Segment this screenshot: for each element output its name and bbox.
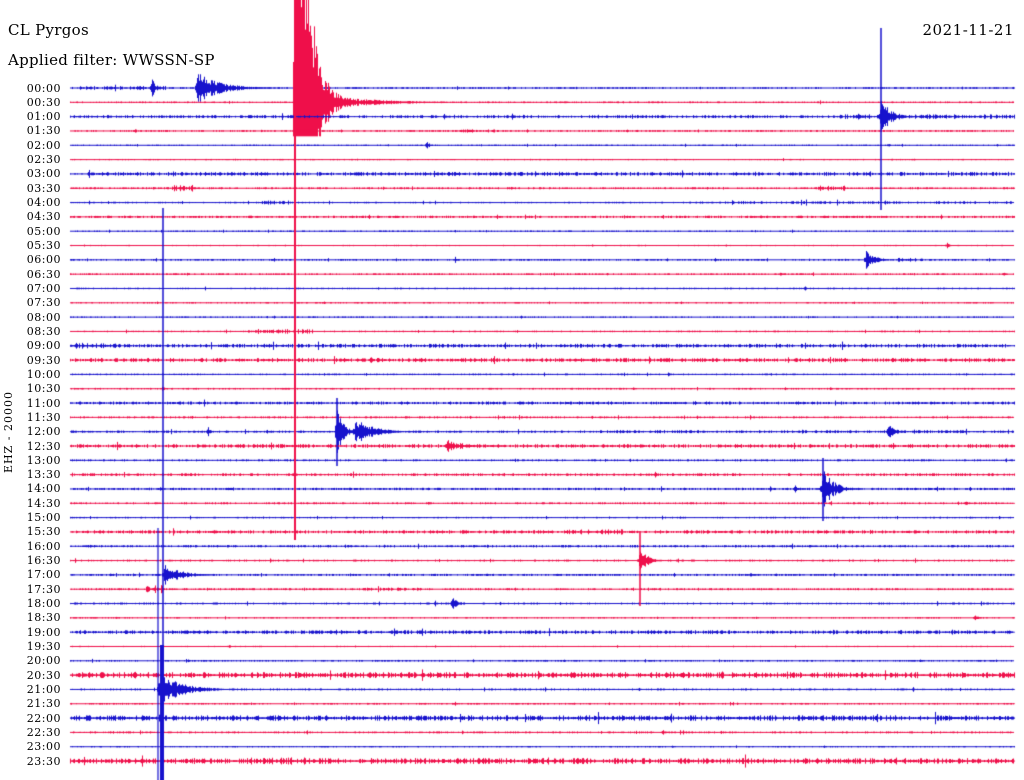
- time-label: 10:30: [26, 382, 61, 396]
- time-label: 07:00: [26, 281, 61, 295]
- time-label: 13:30: [26, 468, 61, 482]
- time-label: 11:30: [26, 410, 61, 424]
- time-label: 14:00: [26, 482, 61, 496]
- time-label: 14:30: [26, 496, 61, 510]
- time-label: 08:00: [26, 310, 61, 324]
- time-label: 01:30: [26, 124, 61, 138]
- time-label: 09:00: [26, 339, 61, 353]
- time-label: 21:30: [26, 697, 61, 711]
- time-label: 03:30: [26, 181, 61, 195]
- time-label: 15:00: [26, 511, 61, 525]
- station-title: CL Pyrgos: [8, 21, 89, 39]
- time-label: 02:00: [26, 138, 61, 152]
- time-label: 00:30: [26, 95, 61, 109]
- time-labels: 00:00 00:30 01:00 01:30 02:00 02:30 03:00 03:30…: [0, 0, 61, 780]
- time-label: 07:30: [26, 296, 61, 310]
- time-label: 16:30: [26, 554, 61, 568]
- filter-label: Applied filter: WWSSN-SP: [8, 51, 215, 69]
- time-label: 05:30: [26, 239, 61, 253]
- time-label: 22:30: [26, 725, 61, 739]
- time-label: 21:00: [26, 682, 61, 696]
- time-label: 10:00: [26, 367, 61, 381]
- time-label: 12:30: [26, 439, 61, 453]
- time-label: 18:30: [26, 611, 61, 625]
- time-label: 22:00: [26, 711, 61, 725]
- time-label: 03:00: [26, 167, 61, 181]
- time-label: 01:00: [26, 110, 61, 124]
- time-label: 17:00: [26, 568, 61, 582]
- time-label: 20:00: [26, 654, 61, 668]
- time-label: 02:30: [26, 153, 61, 167]
- time-label: 08:30: [26, 324, 61, 338]
- time-label: 11:00: [26, 396, 61, 410]
- time-label: 00:00: [26, 81, 61, 95]
- time-label: 06:30: [26, 267, 61, 281]
- time-label: 19:30: [26, 639, 61, 653]
- time-label: 05:00: [26, 224, 61, 238]
- time-label: 04:30: [26, 210, 61, 224]
- time-label: 16:00: [26, 539, 61, 553]
- time-label: 12:00: [26, 425, 61, 439]
- date-label: 2021-11-21: [922, 21, 1014, 39]
- time-label: 09:30: [26, 353, 61, 367]
- time-label: 13:00: [26, 453, 61, 467]
- time-label: 19:00: [26, 625, 61, 639]
- time-label: 23:30: [26, 754, 61, 768]
- time-label: 15:30: [26, 525, 61, 539]
- time-label: 23:00: [26, 740, 61, 754]
- time-label: 20:30: [26, 668, 61, 682]
- time-label: 18:00: [26, 597, 61, 611]
- time-label: 04:00: [26, 196, 61, 210]
- time-label: 17:30: [26, 582, 61, 596]
- time-label: 06:00: [26, 253, 61, 267]
